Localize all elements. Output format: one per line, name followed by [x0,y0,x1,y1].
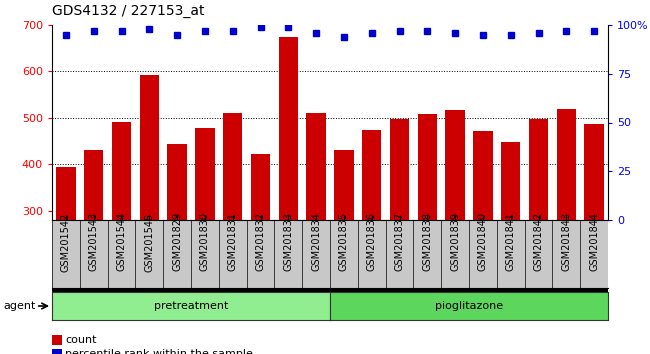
Bar [223,113,242,350]
Bar [112,121,131,350]
Bar [362,130,382,350]
Bar [334,150,354,350]
Bar [390,119,410,350]
Text: percentile rank within the sample: percentile rank within the sample [65,349,253,354]
Text: count: count [65,335,97,345]
Bar [140,75,159,350]
Bar [195,128,215,350]
Bar [501,142,521,350]
Bar [84,150,103,350]
Bar [251,154,270,350]
Bar [279,36,298,350]
Bar [528,119,548,350]
Text: GDS4132 / 227153_at: GDS4132 / 227153_at [52,4,205,18]
Bar [473,131,493,350]
Text: agent: agent [3,301,36,311]
Text: pioglitazone: pioglitazone [435,301,503,311]
Bar [306,113,326,350]
Bar [445,109,465,350]
Text: pretreatment: pretreatment [154,301,228,311]
Bar [556,109,576,350]
Bar [167,144,187,350]
Bar [417,114,437,350]
Bar [584,124,604,350]
Bar [56,167,75,350]
